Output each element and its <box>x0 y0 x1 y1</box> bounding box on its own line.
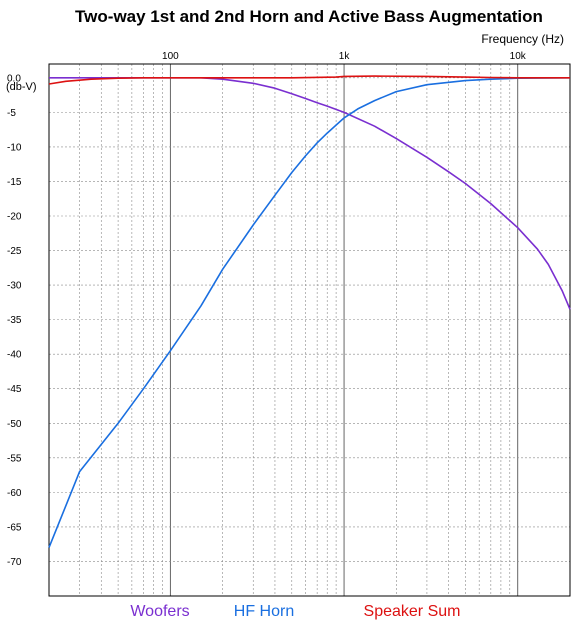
chart-title: Two-way 1st and 2nd Horn and Active Bass… <box>75 7 543 26</box>
y-tick-label: -30 <box>7 281 22 292</box>
series-lines <box>48 75 571 548</box>
y-tick-label: -60 <box>7 488 22 499</box>
y-tick-label: -65 <box>7 522 22 533</box>
y-axis-label: (db-V) <box>6 81 37 93</box>
x-axis-label: Frequency (Hz) <box>481 32 564 46</box>
x-tick-labels: 100 1k 10k <box>162 51 527 62</box>
y-tick-label: -20 <box>7 212 22 223</box>
y-tick-label: 0.0 <box>7 73 21 84</box>
series-line-speaker-sum <box>48 75 570 85</box>
y-tick-labels: 0.0 -5 -10 -15 -20 -25 -30 -35 -40 -45 -50 -55 -60 -6… <box>7 73 22 568</box>
x-tick-label: 100 <box>162 51 179 62</box>
y-tick-label: -55 <box>7 453 22 464</box>
y-tick-label: -5 <box>7 108 16 119</box>
y-tick-label: -45 <box>7 384 22 395</box>
y-tick-label: -50 <box>7 419 22 430</box>
legend-entry-hf-horn: HF Horn <box>234 603 294 620</box>
y-tick-label: -25 <box>7 246 22 257</box>
series-line-woofers <box>49 77 571 310</box>
series-line-hf-horn <box>48 77 571 548</box>
y-tick-label: -15 <box>7 177 22 188</box>
y-tick-label: -40 <box>7 350 22 361</box>
x-tick-label: 1k <box>339 51 351 62</box>
grid <box>49 64 570 596</box>
x-tick-label: 10k <box>510 51 527 62</box>
y-tick-label: -35 <box>7 315 22 326</box>
y-tick-label: -10 <box>7 142 22 153</box>
legend: Woofers HF Horn Speaker Sum <box>130 603 460 620</box>
legend-entry-woofers: Woofers <box>130 603 189 620</box>
plot-frame <box>48 63 571 597</box>
legend-entry-speaker-sum: Speaker Sum <box>364 603 461 620</box>
y-tick-label: -70 <box>7 557 22 568</box>
